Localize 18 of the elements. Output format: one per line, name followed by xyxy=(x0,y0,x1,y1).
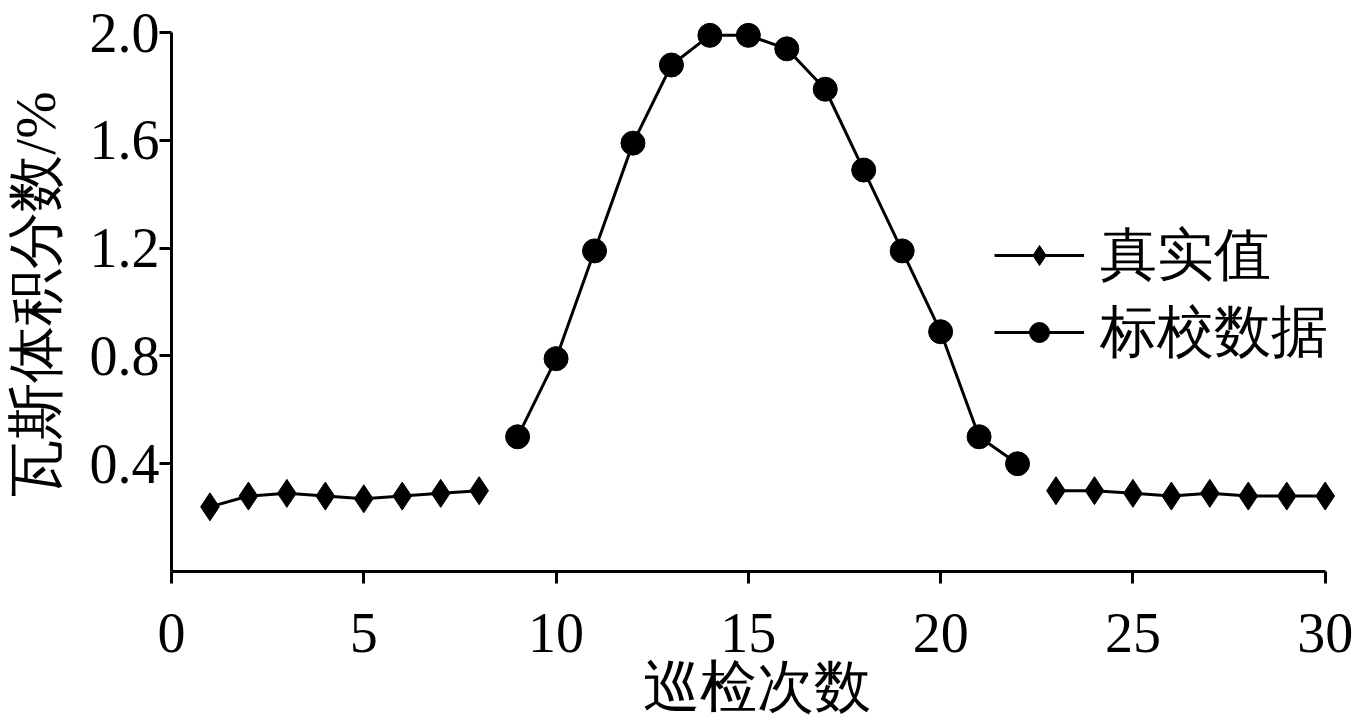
x-tick-label: 20 xyxy=(912,601,969,664)
legend-label: 标校数据 xyxy=(1100,298,1328,365)
y-axis-title: 瓦斯体积分数/% xyxy=(3,91,67,497)
x-tick-label: 30 xyxy=(1297,601,1354,664)
y-tick-label: 1.6 xyxy=(89,109,160,172)
legend-label: 真实值 xyxy=(1100,221,1271,288)
y-tick-label: 2.0 xyxy=(89,1,160,64)
point xyxy=(1005,451,1031,477)
x-axis-title: 巡检次数 xyxy=(643,654,871,718)
y-tick-label: 0.8 xyxy=(89,324,160,387)
point xyxy=(505,424,531,450)
x-tick-label: 5 xyxy=(349,601,378,664)
x-tick-label: 25 xyxy=(1104,601,1161,664)
x-tick-label: 0 xyxy=(157,601,186,664)
point xyxy=(1315,481,1336,511)
y-tick-label: 0.4 xyxy=(89,432,160,495)
y-tick-label: 1.2 xyxy=(89,217,160,280)
x-tick-label: 10 xyxy=(528,601,585,664)
